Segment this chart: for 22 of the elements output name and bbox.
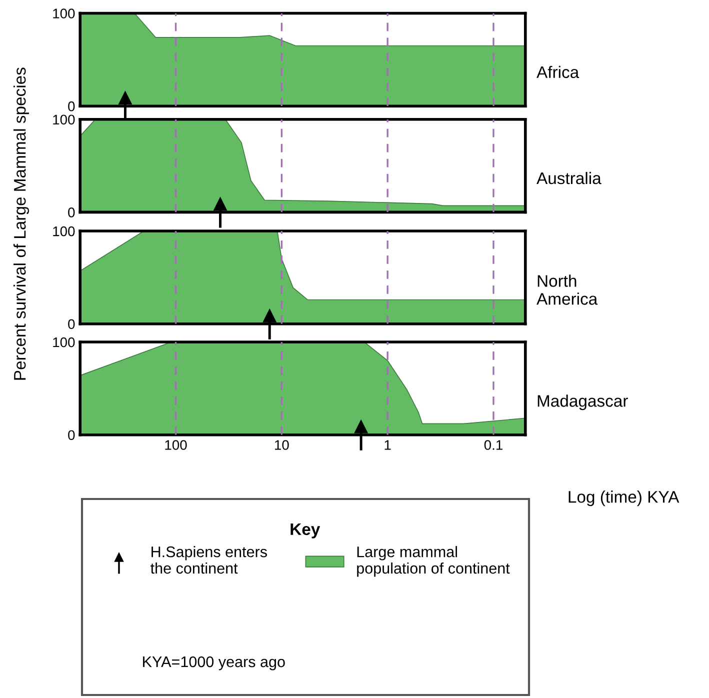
y-tick-label: 0 [68, 208, 75, 218]
y2-axis-title: Australia [536, 172, 602, 184]
x-tick-label: 0.1 [484, 440, 502, 450]
x-axis-title: Log (time) KYA [568, 490, 680, 506]
legend-label: H.Sapiens enters the continent [150, 546, 267, 574]
y-axis-title: Percent survival of Large Mammal species [14, 68, 30, 380]
x-tick-label: 100 [165, 440, 187, 450]
y2-axis-title: Africa [536, 66, 580, 78]
legend-title: Key [290, 523, 320, 538]
y-tick-label: 0 [68, 430, 75, 440]
text: KYA=1000 years ago [143, 656, 285, 670]
y-tick-label: 0 [68, 319, 75, 330]
y-tick-label: 0 [68, 101, 75, 112]
y2-axis-title: Madagascar [538, 394, 628, 410]
y-tick-label: 100 [53, 8, 75, 18]
y2-axis-title: North America [536, 274, 598, 305]
legend-label: Large mammal population of continent [357, 546, 510, 577]
x-tick-label: 1 [384, 440, 391, 450]
x-tick-label: 10 [275, 440, 289, 450]
y-tick-label: 100 [53, 337, 75, 348]
y-tick-label: 100 [53, 226, 75, 236]
y-tick-label: 100 [53, 114, 75, 125]
